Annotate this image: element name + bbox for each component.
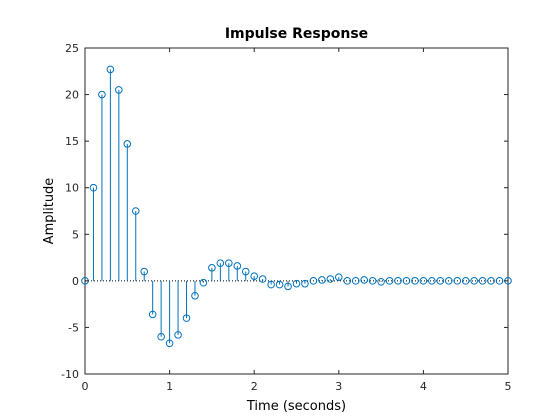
x-tick-label: 2	[251, 380, 258, 393]
stem-marker	[453, 277, 462, 285]
stem-marker	[216, 259, 225, 267]
stem-marker	[199, 278, 208, 287]
x-tick-label: 3	[335, 380, 342, 393]
y-tick-label: 0	[72, 275, 79, 288]
stem-marker	[478, 277, 487, 285]
stem-marker	[411, 277, 419, 285]
chart-title: Impulse Response	[225, 26, 368, 42]
x-tick-label: 0	[82, 380, 89, 393]
stem-marker	[419, 277, 428, 285]
stem-marker	[225, 259, 233, 267]
y-tick-label: 5	[72, 228, 79, 241]
stem-marker	[157, 332, 165, 341]
stem-marker	[495, 277, 504, 285]
stem-marker	[368, 277, 377, 285]
stem-marker	[241, 267, 250, 276]
stem-marker	[267, 280, 275, 289]
stem-marker	[191, 291, 199, 300]
stem-marker	[335, 273, 343, 281]
stem-marker	[461, 277, 470, 285]
plot-area	[84, 47, 509, 375]
stem-marker	[470, 277, 478, 285]
stem-marker	[377, 277, 385, 286]
stem-marker	[292, 279, 301, 288]
stem-marker	[165, 339, 174, 348]
y-tick-label: 10	[65, 182, 79, 195]
y-tick-label: -10	[61, 368, 79, 381]
stem-marker	[428, 277, 436, 285]
x-axis-ticks: 0 1 2 3 4 5	[82, 48, 512, 393]
stem-marker	[318, 276, 326, 284]
y-axis-label: Amplitude	[42, 178, 57, 245]
stem-marker	[89, 183, 98, 192]
stem-marker	[436, 277, 445, 285]
stem-marker	[360, 276, 368, 284]
x-tick-label: 4	[420, 380, 427, 393]
stem-marker	[98, 90, 106, 99]
stem-marker	[115, 86, 123, 94]
stem-marker	[106, 65, 115, 74]
stem-marker	[351, 277, 360, 285]
stem-marker	[250, 272, 258, 281]
x-tick-label: 1	[166, 380, 173, 393]
stem-marker	[140, 267, 149, 276]
stem-marker	[208, 264, 216, 272]
stem-marker	[385, 277, 394, 285]
stem-marker	[182, 314, 191, 322]
stem-marker	[309, 277, 318, 285]
y-axis-ticks: -10 -5 0 5 10 15 20 25	[61, 42, 508, 381]
stem-marker	[301, 279, 309, 288]
stem-series	[81, 65, 512, 348]
stem-marker	[148, 310, 157, 319]
y-tick-label: 15	[65, 135, 79, 148]
stem-marker	[343, 277, 352, 285]
stem-marker	[275, 280, 284, 289]
stem-marker	[284, 282, 292, 291]
stem-marker	[326, 275, 335, 283]
stem-marker	[487, 277, 495, 285]
stem-marker	[233, 262, 242, 270]
stem-marker	[131, 207, 140, 215]
stem-marker	[444, 277, 453, 285]
stem-marker	[258, 275, 267, 283]
stem-marker	[174, 331, 182, 339]
stem-marker	[123, 140, 132, 148]
y-tick-label: -5	[68, 321, 79, 334]
x-tick-label: 5	[505, 380, 512, 393]
stem-marker	[394, 277, 402, 285]
y-tick-label: 20	[65, 89, 79, 102]
stem-marker	[402, 277, 411, 285]
y-tick-label: 25	[65, 42, 79, 55]
x-axis-label: Time (seconds)	[246, 399, 346, 414]
